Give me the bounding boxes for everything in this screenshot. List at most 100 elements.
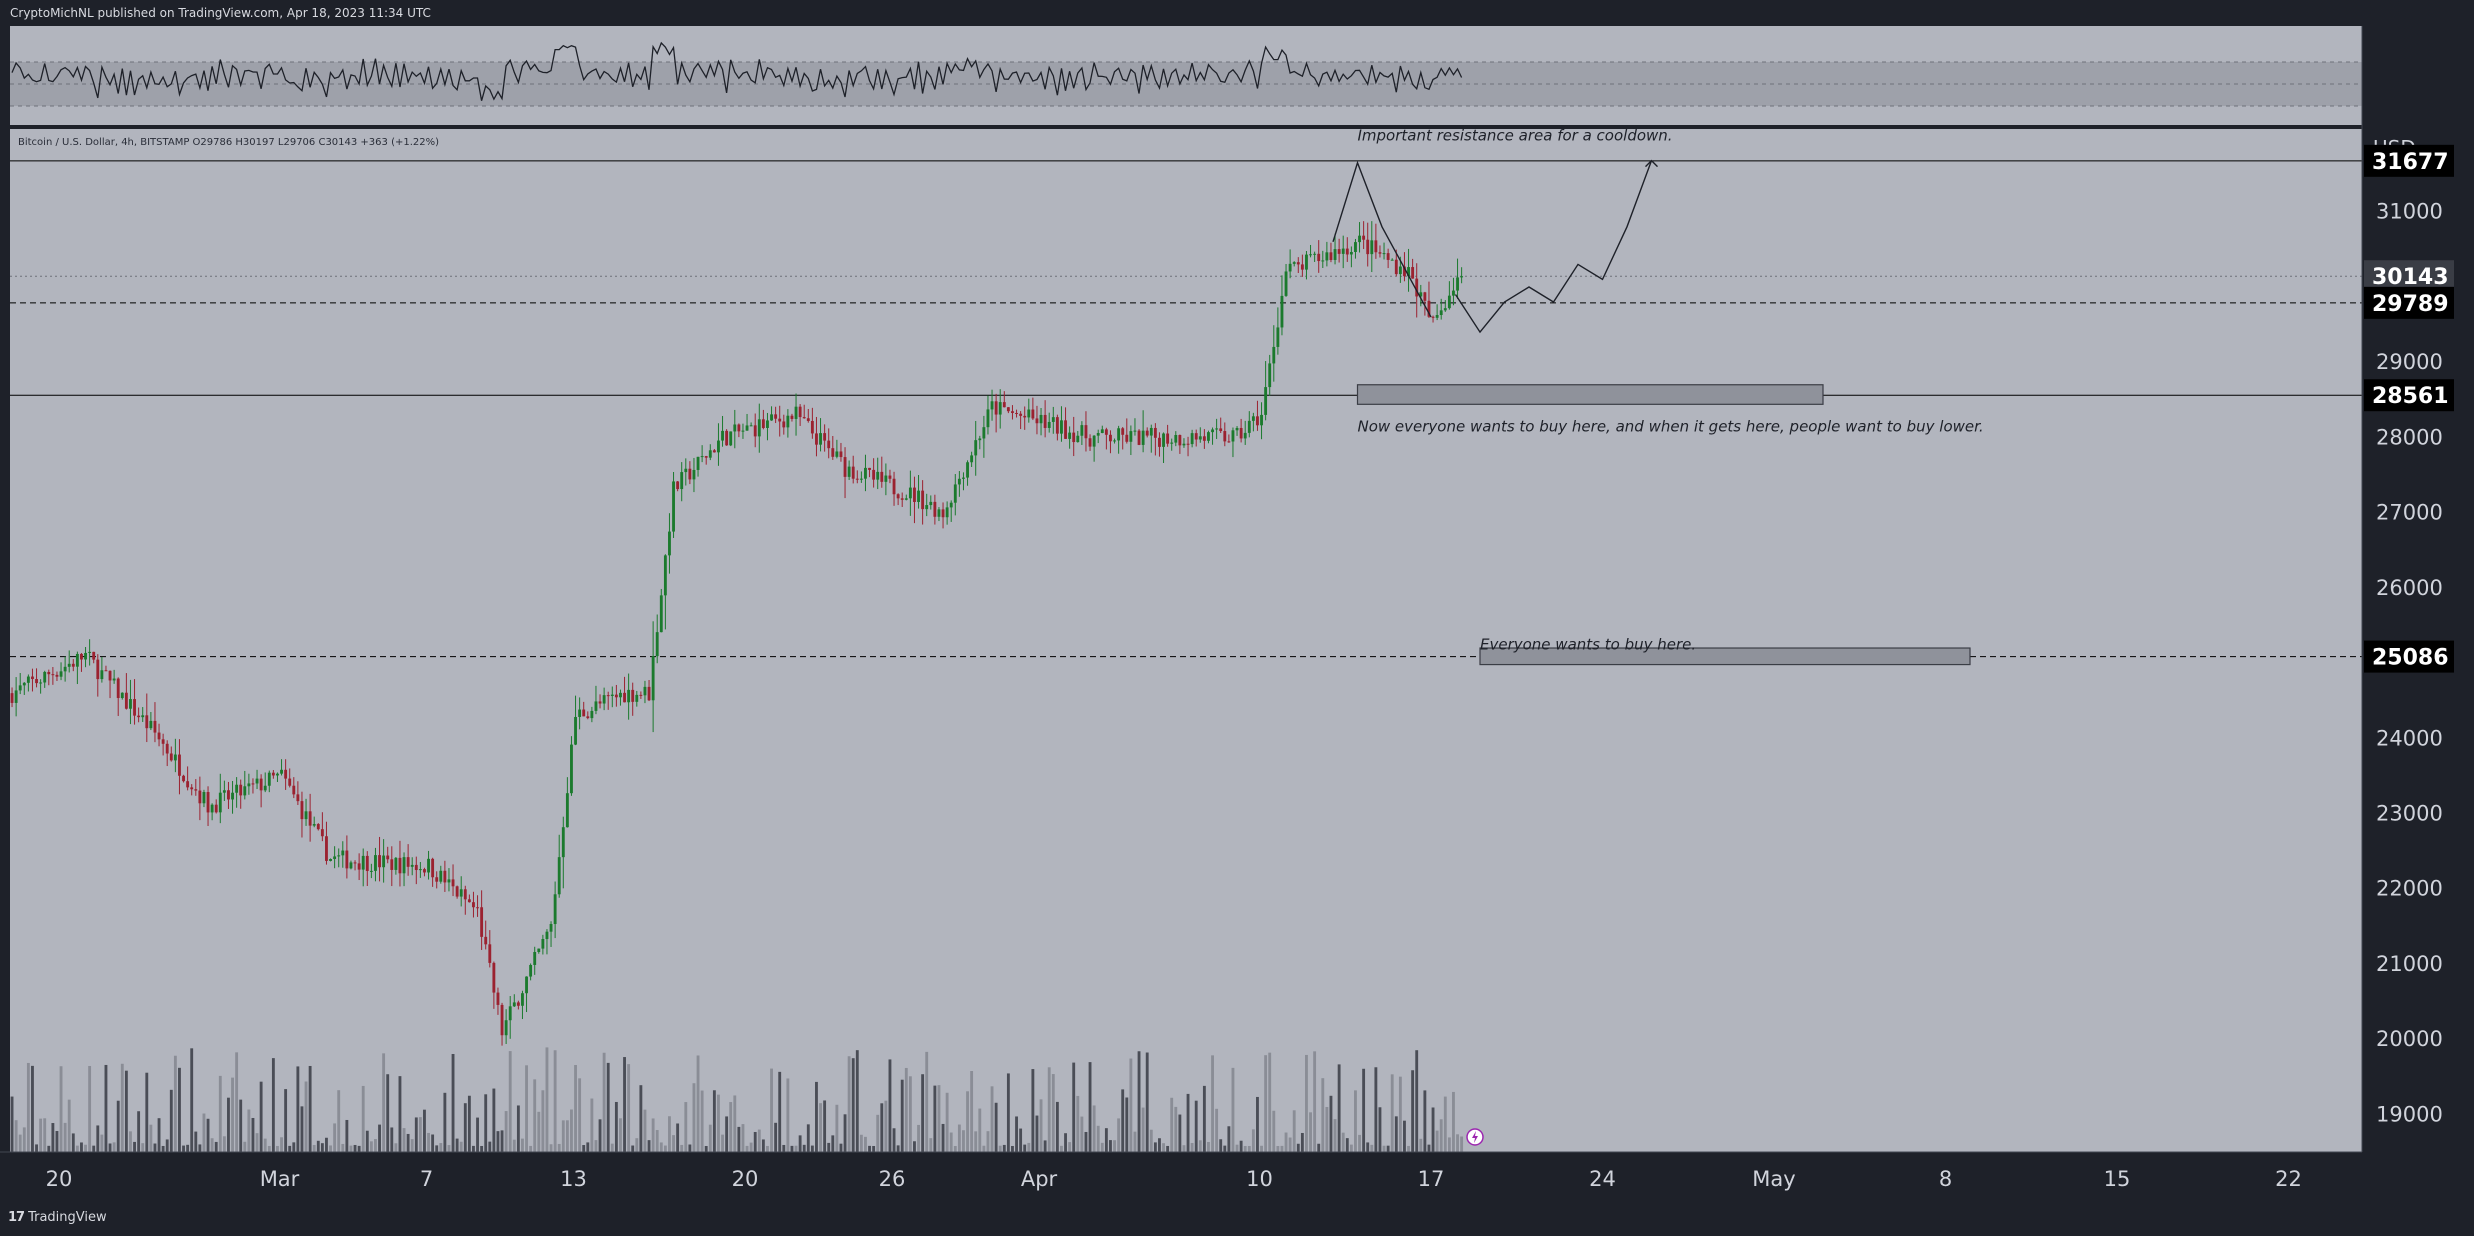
price-zone <box>1479 647 1971 666</box>
candle-body <box>443 870 447 883</box>
volume-bar <box>1211 1055 1214 1152</box>
price-label-box <box>2364 144 2454 177</box>
volume-bar <box>627 1064 631 1152</box>
chart-area[interactable]: 100.00 Important resistance area for a c… <box>0 26 2474 1200</box>
volume-bar <box>427 1132 430 1152</box>
candle-body <box>280 769 283 774</box>
candle-body <box>835 451 839 457</box>
candle-body <box>594 701 598 711</box>
candle-body <box>937 509 941 517</box>
volume-bar <box>712 1090 716 1152</box>
volume-bar <box>480 1145 484 1152</box>
volume-bar <box>1256 1096 1259 1152</box>
candle-body <box>696 456 700 470</box>
candle-body <box>1452 290 1455 296</box>
volume-bar <box>1431 1107 1435 1152</box>
candle-body <box>153 720 157 733</box>
tradingview-logo-icon: 17 <box>8 1210 25 1225</box>
lightning-icon[interactable] <box>1466 1128 1484 1146</box>
volume-bar <box>353 1144 357 1152</box>
volume-bar <box>766 1145 769 1152</box>
candle-body <box>1443 308 1447 311</box>
candle-body <box>1276 327 1280 347</box>
volume-bar <box>561 1120 565 1152</box>
volume-bar <box>1329 1095 1333 1152</box>
volume-bar <box>235 1052 239 1152</box>
candle-body <box>369 870 373 872</box>
candle-body <box>512 1002 516 1007</box>
candle-body <box>1280 295 1284 328</box>
price-zone <box>1356 384 1824 405</box>
time-tick-label: 24 <box>1589 1167 1616 1191</box>
candle-body <box>1162 433 1165 447</box>
candle-body <box>67 663 71 667</box>
publisher-header: CryptoMichNL published on TradingView.co… <box>0 0 2474 26</box>
volume-bar <box>386 1074 390 1152</box>
candle-body <box>1247 420 1251 433</box>
tradingview-logo[interactable]: 17 TradingView <box>8 1200 107 1236</box>
candle-body <box>1084 425 1088 439</box>
candle-body <box>778 418 782 422</box>
candle-body <box>631 689 635 702</box>
volume-bar <box>304 1081 308 1152</box>
indicator-line <box>11 41 1463 101</box>
volume-bar <box>84 1144 87 1152</box>
price-labels: 316773014325:18297892856125086 <box>2364 144 2454 673</box>
volume-bar <box>357 1145 361 1152</box>
candle-body <box>1117 428 1121 441</box>
candle-body <box>1202 436 1206 441</box>
candle-body <box>100 670 104 680</box>
volume-bar <box>1313 1051 1317 1152</box>
volume-bar <box>655 1130 659 1152</box>
candle-body <box>541 939 545 949</box>
volume-bar <box>402 1128 406 1152</box>
volume-bar <box>1439 1119 1443 1152</box>
candle-body <box>610 694 614 696</box>
volume-bar <box>1403 1120 1406 1152</box>
candle-body <box>1174 435 1178 443</box>
volume-bar <box>108 1143 112 1152</box>
candle-body <box>786 415 790 428</box>
volume-bar <box>190 1048 194 1152</box>
candle-body <box>51 674 55 676</box>
candle-body <box>1239 427 1243 439</box>
candle-body <box>1194 433 1198 440</box>
time-tick-label: 13 <box>560 1167 587 1191</box>
price-axis[interactable]: USD1900020000210002200023000240002500026… <box>2361 26 2474 1200</box>
volume-bar <box>137 1111 141 1152</box>
candle-body <box>63 666 67 672</box>
volume-bar <box>141 1143 145 1152</box>
candle-body <box>406 857 410 867</box>
volume-bar <box>1060 1145 1063 1152</box>
time-axis[interactable]: 20 Mar 7 13 20 26 Apr 10 17 24 May 8 15 22 <box>0 1151 2362 1200</box>
candle-body <box>296 794 300 802</box>
price-tick-label: 31000 <box>2376 200 2443 224</box>
candle-body <box>1333 249 1337 260</box>
volume-bar <box>545 1047 549 1152</box>
volume-bar <box>541 1090 545 1152</box>
volume-bar <box>206 1118 210 1152</box>
price-tick-label: 26000 <box>2376 576 2443 600</box>
price-label-box <box>2364 286 2454 319</box>
volume-bar <box>161 1145 165 1152</box>
volume-bar <box>47 1145 51 1152</box>
candle-body <box>1076 435 1080 443</box>
volume-bar <box>1300 1132 1304 1152</box>
volume-bar <box>1419 1138 1423 1152</box>
candle-body <box>1407 267 1410 277</box>
time-axis-background <box>0 1152 2362 1200</box>
candle-body <box>145 715 149 729</box>
volume-bar <box>525 1065 528 1152</box>
candle-body <box>565 793 569 828</box>
volume-bar <box>247 1109 251 1152</box>
candle-body <box>467 899 471 903</box>
candle-body <box>1358 235 1361 243</box>
volume-bar <box>418 1117 422 1152</box>
volume-bar <box>345 1119 349 1152</box>
candle-body <box>418 869 422 871</box>
volume-bar <box>913 1141 916 1152</box>
candle-body <box>1051 417 1055 422</box>
time-tick-label: Mar <box>260 1167 300 1191</box>
candle-body <box>1386 253 1390 260</box>
volume-bar <box>729 1102 733 1152</box>
